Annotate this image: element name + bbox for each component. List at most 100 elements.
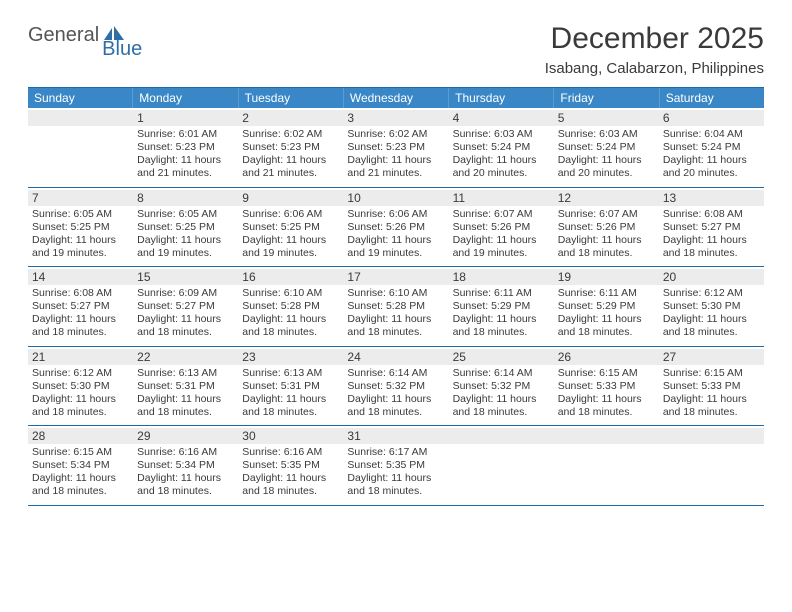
daylight-line: Daylight: 11 hours and 18 minutes. bbox=[137, 313, 234, 339]
day-number: 20 bbox=[663, 270, 760, 284]
sunset-line: Sunset: 5:31 PM bbox=[137, 380, 234, 393]
day-number: 5 bbox=[558, 111, 655, 125]
day-number-bar: 21 bbox=[28, 349, 133, 365]
sunrise-line: Sunrise: 6:02 AM bbox=[347, 128, 444, 141]
day-cell: 25Sunrise: 6:14 AMSunset: 5:32 PMDayligh… bbox=[449, 347, 554, 426]
day-number-bar: 7 bbox=[28, 190, 133, 206]
location: Isabang, Calabarzon, Philippines bbox=[545, 60, 764, 77]
day-number-bar: 19 bbox=[554, 269, 659, 285]
sunset-line: Sunset: 5:24 PM bbox=[558, 141, 655, 154]
day-number-bar: 29 bbox=[133, 428, 238, 444]
day-number: 18 bbox=[453, 270, 550, 284]
day-number: 13 bbox=[663, 191, 760, 205]
sunset-line: Sunset: 5:34 PM bbox=[32, 459, 129, 472]
sunset-line: Sunset: 5:35 PM bbox=[347, 459, 444, 472]
day-cell: 12Sunrise: 6:07 AMSunset: 5:26 PMDayligh… bbox=[554, 188, 659, 267]
sunset-line: Sunset: 5:23 PM bbox=[347, 141, 444, 154]
daylight-line: Daylight: 11 hours and 18 minutes. bbox=[242, 313, 339, 339]
daylight-line: Daylight: 11 hours and 18 minutes. bbox=[137, 472, 234, 498]
day-cell bbox=[659, 426, 764, 505]
daylight-line: Daylight: 11 hours and 18 minutes. bbox=[558, 234, 655, 260]
sunset-line: Sunset: 5:27 PM bbox=[32, 300, 129, 313]
day-number-bar: 14 bbox=[28, 269, 133, 285]
day-cell bbox=[28, 108, 133, 187]
sunrise-line: Sunrise: 6:15 AM bbox=[663, 367, 760, 380]
sunrise-line: Sunrise: 6:17 AM bbox=[347, 446, 444, 459]
logo: General Blue bbox=[28, 24, 168, 47]
day-cell: 26Sunrise: 6:15 AMSunset: 5:33 PMDayligh… bbox=[554, 347, 659, 426]
sunrise-line: Sunrise: 6:13 AM bbox=[137, 367, 234, 380]
day-number: 17 bbox=[347, 270, 444, 284]
day-number: 26 bbox=[558, 350, 655, 364]
day-number-bar bbox=[449, 428, 554, 444]
sunset-line: Sunset: 5:30 PM bbox=[32, 380, 129, 393]
logo-text-general: General bbox=[28, 24, 99, 47]
day-number: 27 bbox=[663, 350, 760, 364]
sunset-line: Sunset: 5:32 PM bbox=[453, 380, 550, 393]
day-number-bar: 11 bbox=[449, 190, 554, 206]
dow-sunday: Sunday bbox=[28, 88, 132, 108]
sunset-line: Sunset: 5:33 PM bbox=[558, 380, 655, 393]
sunset-line: Sunset: 5:34 PM bbox=[137, 459, 234, 472]
day-number: 19 bbox=[558, 270, 655, 284]
day-number: 28 bbox=[32, 429, 129, 443]
day-cell: 28Sunrise: 6:15 AMSunset: 5:34 PMDayligh… bbox=[28, 426, 133, 505]
day-cell: 9Sunrise: 6:06 AMSunset: 5:25 PMDaylight… bbox=[238, 188, 343, 267]
day-number: 10 bbox=[347, 191, 444, 205]
daylight-line: Daylight: 11 hours and 18 minutes. bbox=[32, 313, 129, 339]
daylight-line: Daylight: 11 hours and 21 minutes. bbox=[242, 154, 339, 180]
day-number: 4 bbox=[453, 111, 550, 125]
daylight-line: Daylight: 11 hours and 19 minutes. bbox=[347, 234, 444, 260]
week-row: 28Sunrise: 6:15 AMSunset: 5:34 PMDayligh… bbox=[28, 426, 764, 506]
logo-text-blue: Blue bbox=[102, 38, 142, 61]
sunset-line: Sunset: 5:28 PM bbox=[242, 300, 339, 313]
day-number-bar: 9 bbox=[238, 190, 343, 206]
sunrise-line: Sunrise: 6:09 AM bbox=[137, 287, 234, 300]
day-cell: 20Sunrise: 6:12 AMSunset: 5:30 PMDayligh… bbox=[659, 267, 764, 346]
sunset-line: Sunset: 5:27 PM bbox=[663, 221, 760, 234]
sunset-line: Sunset: 5:23 PM bbox=[137, 141, 234, 154]
day-number-bar: 23 bbox=[238, 349, 343, 365]
dow-tuesday: Tuesday bbox=[238, 88, 343, 108]
day-number-bar: 10 bbox=[343, 190, 448, 206]
week-row: 14Sunrise: 6:08 AMSunset: 5:27 PMDayligh… bbox=[28, 267, 764, 347]
sunset-line: Sunset: 5:25 PM bbox=[32, 221, 129, 234]
daylight-line: Daylight: 11 hours and 18 minutes. bbox=[137, 393, 234, 419]
day-cell: 1Sunrise: 6:01 AMSunset: 5:23 PMDaylight… bbox=[133, 108, 238, 187]
sunrise-line: Sunrise: 6:10 AM bbox=[242, 287, 339, 300]
day-number: 15 bbox=[137, 270, 234, 284]
sunrise-line: Sunrise: 6:15 AM bbox=[32, 446, 129, 459]
day-number-bar: 1 bbox=[133, 110, 238, 126]
daylight-line: Daylight: 11 hours and 19 minutes. bbox=[32, 234, 129, 260]
sunrise-line: Sunrise: 6:07 AM bbox=[453, 208, 550, 221]
sunrise-line: Sunrise: 6:07 AM bbox=[558, 208, 655, 221]
day-number-bar: 22 bbox=[133, 349, 238, 365]
day-number-bar: 8 bbox=[133, 190, 238, 206]
sunrise-line: Sunrise: 6:08 AM bbox=[663, 208, 760, 221]
day-number: 23 bbox=[242, 350, 339, 364]
day-number: 14 bbox=[32, 270, 129, 284]
day-cell: 10Sunrise: 6:06 AMSunset: 5:26 PMDayligh… bbox=[343, 188, 448, 267]
day-number-bar: 26 bbox=[554, 349, 659, 365]
day-number: 30 bbox=[242, 429, 339, 443]
day-number: 11 bbox=[453, 191, 550, 205]
day-number: 6 bbox=[663, 111, 760, 125]
day-number: 22 bbox=[137, 350, 234, 364]
day-number-bar: 28 bbox=[28, 428, 133, 444]
day-number-bar: 20 bbox=[659, 269, 764, 285]
dow-wednesday: Wednesday bbox=[343, 88, 448, 108]
month-title: December 2025 bbox=[545, 22, 764, 56]
sunset-line: Sunset: 5:26 PM bbox=[347, 221, 444, 234]
calendar: Sunday Monday Tuesday Wednesday Thursday… bbox=[28, 87, 764, 506]
daylight-line: Daylight: 11 hours and 18 minutes. bbox=[32, 393, 129, 419]
daylight-line: Daylight: 11 hours and 20 minutes. bbox=[663, 154, 760, 180]
day-cell: 17Sunrise: 6:10 AMSunset: 5:28 PMDayligh… bbox=[343, 267, 448, 346]
week-row: 1Sunrise: 6:01 AMSunset: 5:23 PMDaylight… bbox=[28, 108, 764, 188]
sunrise-line: Sunrise: 6:05 AM bbox=[137, 208, 234, 221]
sunrise-line: Sunrise: 6:14 AM bbox=[453, 367, 550, 380]
sunrise-line: Sunrise: 6:16 AM bbox=[137, 446, 234, 459]
day-cell: 2Sunrise: 6:02 AMSunset: 5:23 PMDaylight… bbox=[238, 108, 343, 187]
day-number-bar bbox=[659, 428, 764, 444]
sunrise-line: Sunrise: 6:06 AM bbox=[242, 208, 339, 221]
daylight-line: Daylight: 11 hours and 18 minutes. bbox=[242, 393, 339, 419]
